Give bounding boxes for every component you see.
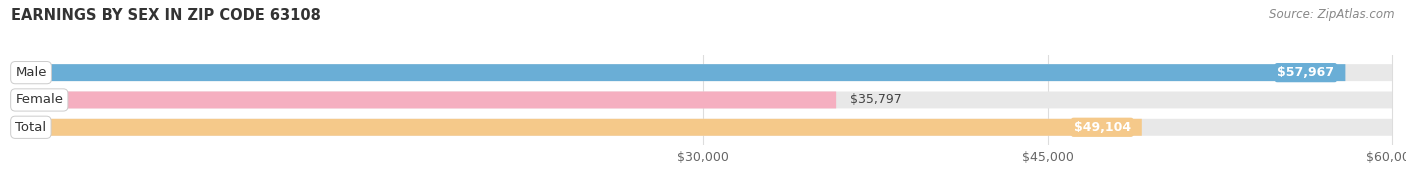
FancyBboxPatch shape [14, 92, 1392, 108]
Text: $49,104: $49,104 [1074, 121, 1130, 134]
FancyBboxPatch shape [14, 92, 837, 108]
Text: $35,797: $35,797 [851, 93, 901, 106]
Text: Source: ZipAtlas.com: Source: ZipAtlas.com [1270, 8, 1395, 21]
Text: Female: Female [15, 93, 63, 106]
FancyBboxPatch shape [14, 64, 1346, 81]
FancyBboxPatch shape [14, 119, 1142, 136]
Text: Male: Male [15, 66, 46, 79]
FancyBboxPatch shape [14, 119, 1392, 136]
Text: Total: Total [15, 121, 46, 134]
Text: EARNINGS BY SEX IN ZIP CODE 63108: EARNINGS BY SEX IN ZIP CODE 63108 [11, 8, 321, 23]
Text: $57,967: $57,967 [1278, 66, 1334, 79]
FancyBboxPatch shape [14, 64, 1392, 81]
